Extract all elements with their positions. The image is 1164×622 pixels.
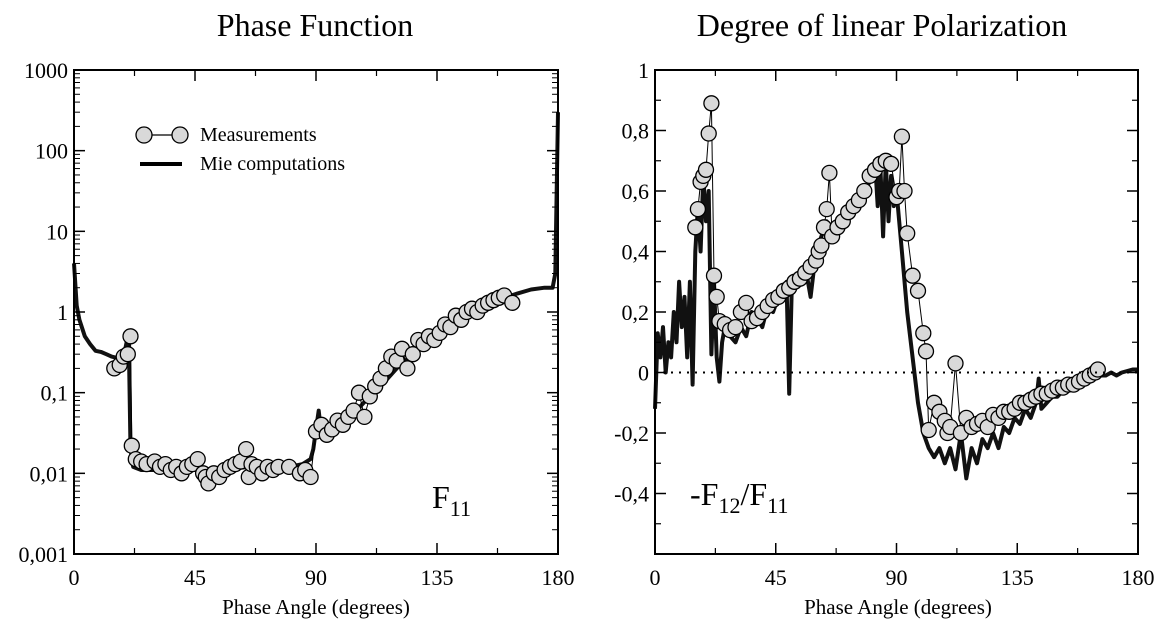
legend: Measurements Mie computations — [135, 124, 345, 175]
measurement-point — [700, 125, 717, 142]
x-tick-label: 135 — [421, 565, 454, 590]
measurement-point — [909, 282, 927, 299]
legend-measurements-marker — [135, 126, 153, 144]
measurement-point — [119, 346, 136, 363]
panel-label-sub2: 11 — [767, 493, 788, 518]
y-tick-label: 0,2 — [622, 300, 650, 325]
y-tick-label: 0 — [638, 361, 649, 386]
x-tick-label: 90 — [305, 565, 327, 590]
panel-label-pre: -F — [690, 476, 718, 512]
x-tick-label: 0 — [69, 565, 80, 590]
y-tick-label: 0,8 — [622, 119, 650, 144]
panel-label-sub1: 12 — [718, 493, 740, 518]
y-tick-label: 1 — [638, 58, 649, 83]
measurement-point — [123, 437, 140, 454]
y-tick-label: -0,4 — [614, 482, 649, 507]
y-tick-label: -0,2 — [614, 421, 649, 446]
measurement-point — [703, 95, 720, 112]
panel-label-mid: /F — [740, 476, 767, 512]
measurement-point — [947, 355, 964, 372]
x-tick-label: 45 — [765, 565, 787, 590]
x-axis-label: Phase Angle (degrees) — [222, 595, 410, 619]
axis-ticks: 0 45 90 135 180 0,001 0,01 0,1 1 10 100 1000 — [19, 58, 575, 590]
measurement-point — [705, 267, 723, 284]
measurement-point — [399, 360, 416, 377]
measurement-point — [915, 325, 932, 342]
y-tick-label: 0,001 — [19, 542, 69, 567]
measurement-point — [920, 421, 937, 439]
phase-function-panel: Phase Function 0 45 90 135 1800,0010,010,111… — [19, 7, 575, 619]
measurement-point — [893, 128, 911, 145]
polarization-panel: Degree of linear Polarization 0 45 90 135 18… — [614, 7, 1154, 619]
measurement-point — [404, 346, 421, 363]
x-tick-label: 45 — [184, 565, 206, 590]
chart-title: Phase Function — [217, 7, 413, 43]
legend-measurements-label: Measurements — [200, 124, 317, 146]
x-tick-label: 135 — [1001, 565, 1034, 590]
measurement-point — [689, 200, 707, 218]
y-tick-label: 0,01 — [30, 461, 69, 486]
measurement-point — [813, 237, 830, 254]
y-tick-label: 0,1 — [41, 381, 69, 406]
panel-label: F11 — [432, 479, 471, 521]
y-tick-label: 0,6 — [622, 179, 650, 204]
y-tick-label: 1000 — [24, 58, 68, 83]
x-tick-label: 180 — [1122, 565, 1155, 590]
x-tick-label: 90 — [886, 565, 908, 590]
measurement-point — [189, 450, 206, 468]
measurement-point — [237, 440, 255, 458]
measurement-point — [708, 288, 725, 306]
measurement-point — [356, 408, 373, 426]
measurement-point — [697, 161, 715, 178]
panel-label-main: F — [432, 479, 450, 515]
measurement-point — [687, 219, 704, 236]
measurement-point — [821, 164, 838, 182]
measurement-point — [899, 225, 916, 242]
chart-title: Degree of linear Polarization — [697, 7, 1068, 43]
measurement-point — [727, 318, 744, 336]
y-tick-label: 0,4 — [622, 240, 650, 265]
measurement-point — [122, 328, 139, 345]
y-tick-label: 1 — [57, 300, 68, 325]
measurement-point — [738, 294, 755, 312]
legend-mie-label: Mie computations — [200, 153, 345, 175]
measurement-point — [882, 155, 900, 172]
measurement-point — [896, 182, 913, 200]
measurement-point — [917, 343, 935, 360]
axis-ticks: 0 45 90 135 180 -0,4 -0,2 0 0,2 0,4 0,6 0,8 1 — [614, 58, 1154, 590]
measurement-point — [818, 200, 835, 218]
measurement-point — [904, 267, 921, 284]
y-tick-label: 100 — [35, 139, 68, 164]
x-tick-label: 180 — [542, 565, 575, 590]
y-tick-label: 10 — [46, 219, 68, 244]
x-axis-label: Phase Angle (degrees) — [804, 595, 992, 619]
measurement-point — [1089, 361, 1106, 378]
measurement-point — [856, 182, 873, 200]
x-tick-label: 0 — [650, 565, 661, 590]
measurement-point — [302, 468, 319, 486]
panel-label: -F12/F11 — [690, 476, 788, 518]
legend-measurements-marker — [171, 126, 189, 144]
plot-area — [653, 95, 1138, 481]
plot-area — [72, 112, 560, 492]
measurement-point — [504, 294, 521, 311]
panel-label-sub: 11 — [450, 496, 471, 521]
